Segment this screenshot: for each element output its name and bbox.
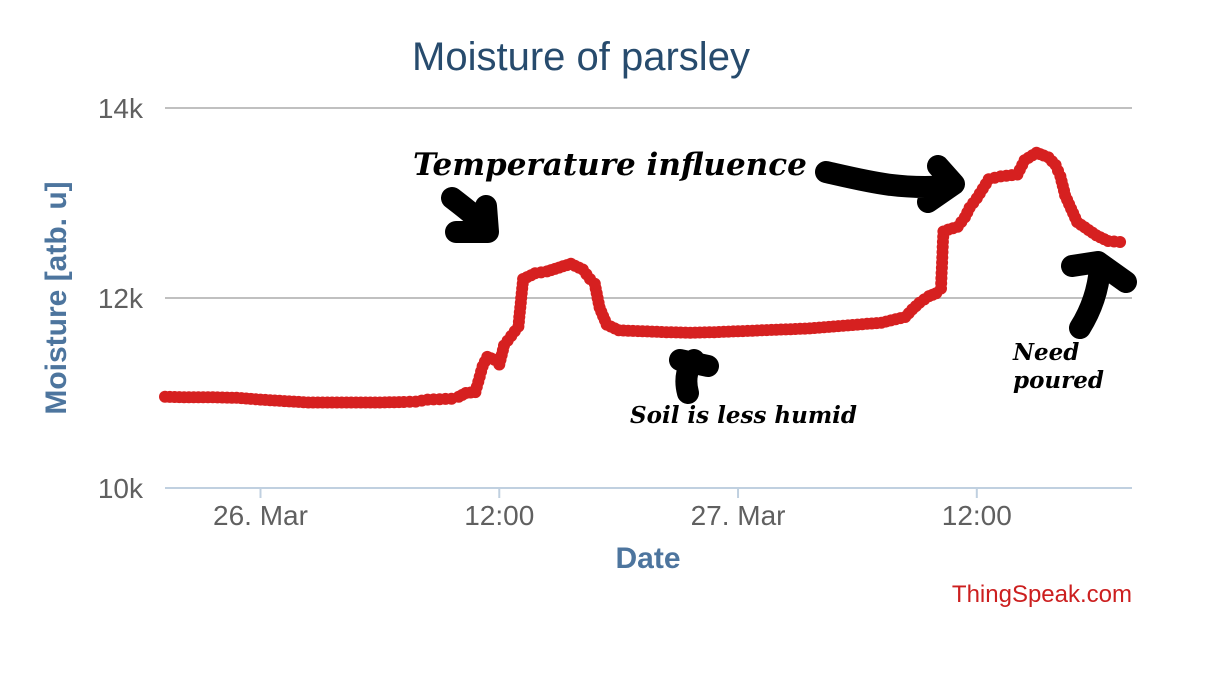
- annotation-need-line2: poured: [1013, 367, 1104, 394]
- annotation-need-line1: Need: [1012, 339, 1079, 366]
- data-point: [1114, 235, 1127, 248]
- y-tick-label: 14k: [98, 93, 144, 124]
- x-tick-label: 26. Mar: [213, 500, 308, 531]
- y-tick-label: 10k: [98, 473, 144, 504]
- x-axis-label: Date: [615, 542, 680, 575]
- x-tick-label: 12:00: [464, 500, 534, 531]
- arrow-soil-annotation-icon: [669, 349, 719, 404]
- annotation-temperature-influence: Temperature influence: [413, 147, 807, 183]
- thingspeak-credit[interactable]: ThingSpeak.com: [952, 581, 1132, 608]
- x-axis-ticks: 26. Mar 12:00 27. Mar 12:00: [213, 488, 1012, 531]
- y-tick-label: 12k: [98, 283, 144, 314]
- series-moisture: [159, 146, 1127, 409]
- y-axis-ticks: 10k 12k 14k: [98, 93, 144, 504]
- chart-title: Moisture of parsley: [412, 35, 750, 79]
- y-axis-label: Moisture [atb. u]: [40, 181, 73, 414]
- arrow-left-annotation-icon: [441, 187, 499, 243]
- arrow-need-annotation-icon: [1061, 251, 1137, 339]
- x-tick-label: 27. Mar: [691, 500, 786, 531]
- gridlines: [165, 107, 1132, 489]
- annotation-soil-less-humid: Soil is less humid: [630, 402, 857, 429]
- arrow-right-annotation-icon: [815, 155, 965, 213]
- x-tick-label: 12:00: [942, 500, 1012, 531]
